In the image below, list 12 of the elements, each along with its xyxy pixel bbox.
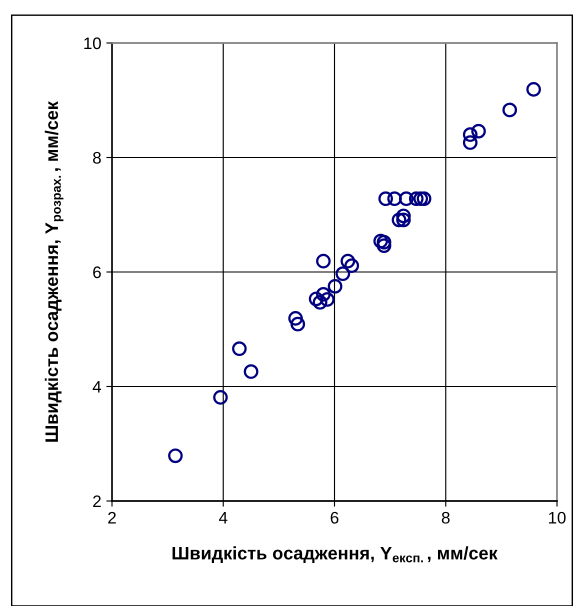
y-tick-label: 8	[93, 152, 101, 164]
x-tick-label: 10	[549, 512, 566, 524]
y-tick-label: 4	[92, 381, 102, 393]
x-axis-title: Швидкість осадження, Y$_{експ.}$, мм/сек	[172, 546, 498, 563]
x-tick-label: 2	[108, 512, 116, 524]
y-axis-title: Швидкість осадження, Y$_{розрах.}$, мм/сек	[44, 101, 64, 442]
y-tick-label: 6	[93, 266, 101, 278]
y-tick-label: 10	[84, 37, 101, 50]
y-tick-label: 2	[93, 495, 101, 508]
x-tick-label: 4	[219, 512, 228, 524]
x-tick-label: 8	[442, 512, 450, 524]
x-tick-label: 6	[330, 512, 338, 524]
